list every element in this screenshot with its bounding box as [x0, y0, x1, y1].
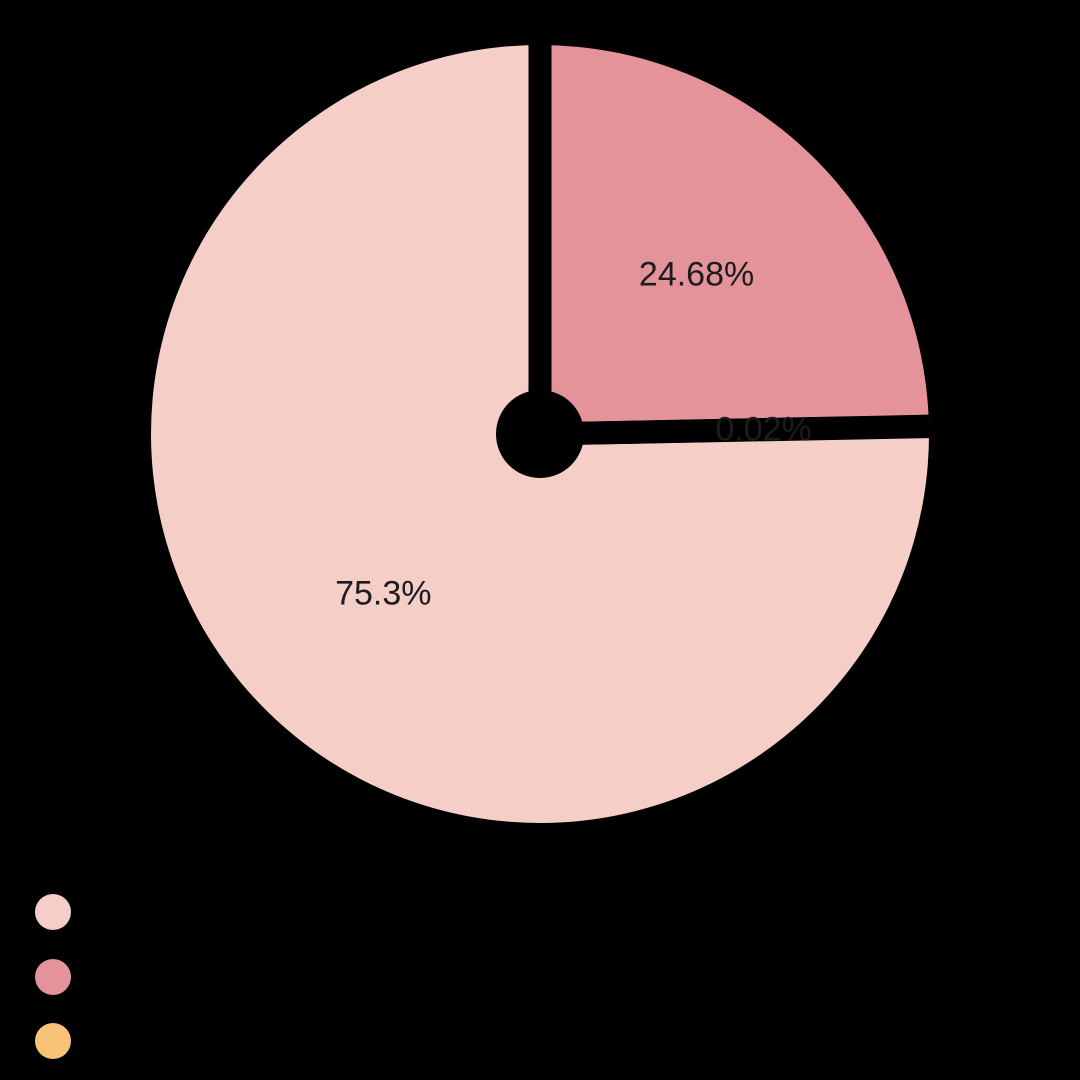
slice-label-slice-orange: 0.02%	[715, 411, 811, 449]
legend-swatch-legend-dark-pink	[35, 959, 71, 995]
slice-separator	[539, 415, 930, 446]
legend-swatch-legend-orange	[35, 1023, 71, 1059]
slice-label-slice-dark-pink: 24.68%	[639, 255, 754, 293]
slice-label-slice-light-pink: 75.3%	[335, 575, 431, 613]
pie-slice-dark-pink	[540, 45, 929, 434]
donut-hole-icon	[496, 390, 584, 478]
legend-swatch-legend-light-pink	[35, 894, 71, 930]
